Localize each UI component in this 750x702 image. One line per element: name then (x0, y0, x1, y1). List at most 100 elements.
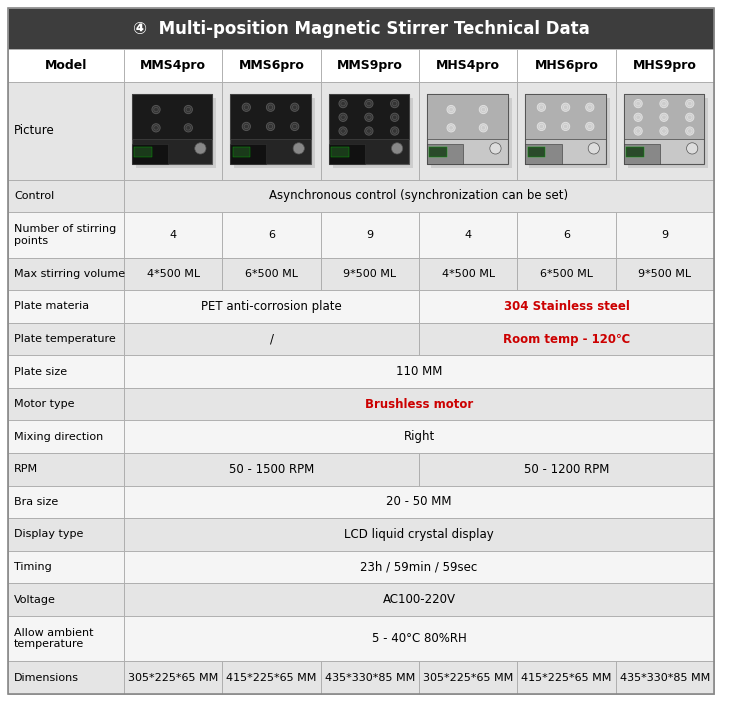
Text: 304 Stainless steel: 304 Stainless steel (504, 300, 629, 313)
Circle shape (266, 122, 274, 131)
Circle shape (586, 122, 594, 131)
Text: Asynchronous control (synchronization can be set): Asynchronous control (synchronization ca… (269, 190, 568, 202)
Polygon shape (124, 486, 714, 518)
Circle shape (479, 105, 488, 114)
Circle shape (686, 127, 694, 135)
Circle shape (293, 143, 304, 154)
Text: Model: Model (45, 59, 87, 72)
Polygon shape (616, 661, 714, 694)
Polygon shape (8, 82, 124, 180)
Polygon shape (8, 616, 124, 661)
Polygon shape (419, 212, 518, 258)
Polygon shape (222, 82, 321, 180)
Polygon shape (427, 93, 508, 164)
Polygon shape (8, 583, 124, 616)
Polygon shape (230, 144, 266, 164)
Text: MHS6pro: MHS6pro (535, 59, 598, 72)
Polygon shape (419, 661, 518, 694)
Circle shape (364, 100, 373, 107)
Text: Display type: Display type (14, 529, 83, 539)
Text: Control: Control (14, 191, 54, 201)
Polygon shape (124, 661, 222, 694)
Polygon shape (328, 144, 364, 164)
Text: 9*500 ML: 9*500 ML (344, 269, 397, 279)
Circle shape (184, 124, 193, 132)
Polygon shape (8, 453, 124, 486)
Polygon shape (230, 93, 310, 164)
Polygon shape (616, 212, 714, 258)
Circle shape (686, 100, 694, 107)
Circle shape (364, 113, 373, 121)
Circle shape (290, 122, 298, 131)
Polygon shape (132, 144, 168, 164)
Polygon shape (234, 98, 315, 168)
Text: Max stirring volume: Max stirring volume (14, 269, 125, 279)
Polygon shape (419, 453, 714, 486)
Polygon shape (132, 93, 212, 164)
Polygon shape (525, 93, 606, 139)
Polygon shape (124, 388, 714, 420)
Text: 20 - 50 MM: 20 - 50 MM (386, 496, 452, 508)
Polygon shape (8, 290, 124, 323)
Polygon shape (222, 661, 321, 694)
Polygon shape (124, 180, 714, 212)
Text: Plate temperature: Plate temperature (14, 334, 116, 344)
Polygon shape (124, 323, 419, 355)
Polygon shape (321, 661, 419, 694)
Polygon shape (8, 355, 124, 388)
Circle shape (479, 124, 488, 132)
Polygon shape (616, 258, 714, 290)
Circle shape (339, 100, 347, 107)
Text: RPM: RPM (14, 464, 38, 475)
Polygon shape (328, 93, 410, 139)
Polygon shape (8, 420, 124, 453)
Polygon shape (124, 82, 222, 180)
Polygon shape (222, 49, 321, 82)
Polygon shape (427, 144, 464, 164)
Text: 5 - 40°C 80%RH: 5 - 40°C 80%RH (372, 632, 466, 645)
Polygon shape (419, 82, 518, 180)
Text: 50 - 1200 RPM: 50 - 1200 RPM (524, 463, 609, 476)
Circle shape (686, 143, 698, 154)
Circle shape (242, 122, 250, 131)
Polygon shape (623, 144, 660, 164)
Text: Mixing direction: Mixing direction (14, 432, 104, 442)
Polygon shape (124, 355, 714, 388)
Polygon shape (419, 258, 518, 290)
Polygon shape (8, 551, 124, 583)
Circle shape (266, 103, 274, 112)
Circle shape (391, 113, 399, 121)
Text: 4: 4 (465, 230, 472, 240)
Text: /: / (269, 333, 274, 345)
Text: 435*330*85 MM: 435*330*85 MM (325, 673, 415, 683)
Circle shape (447, 124, 455, 132)
Circle shape (242, 103, 250, 112)
Polygon shape (222, 212, 321, 258)
Text: 415*225*65 MM: 415*225*65 MM (226, 673, 316, 683)
Polygon shape (222, 258, 321, 290)
Circle shape (290, 103, 298, 112)
Text: 305*225*65 MM: 305*225*65 MM (128, 673, 218, 683)
Polygon shape (321, 212, 419, 258)
Text: 9*500 ML: 9*500 ML (638, 269, 692, 279)
Text: Dimensions: Dimensions (14, 673, 79, 683)
Polygon shape (124, 453, 419, 486)
Polygon shape (8, 212, 124, 258)
Polygon shape (518, 49, 616, 82)
Polygon shape (8, 518, 124, 551)
Text: AC100-220V: AC100-220V (382, 593, 455, 606)
Polygon shape (8, 180, 124, 212)
Polygon shape (431, 98, 512, 168)
Polygon shape (518, 212, 616, 258)
Polygon shape (124, 518, 714, 551)
Text: MHS9pro: MHS9pro (633, 59, 697, 72)
Polygon shape (429, 147, 447, 157)
Polygon shape (8, 388, 124, 420)
Text: 6*500 ML: 6*500 ML (540, 269, 593, 279)
Polygon shape (136, 98, 217, 168)
Polygon shape (616, 82, 714, 180)
Polygon shape (134, 147, 152, 157)
Circle shape (588, 143, 599, 154)
Polygon shape (8, 49, 124, 82)
Polygon shape (332, 98, 413, 168)
